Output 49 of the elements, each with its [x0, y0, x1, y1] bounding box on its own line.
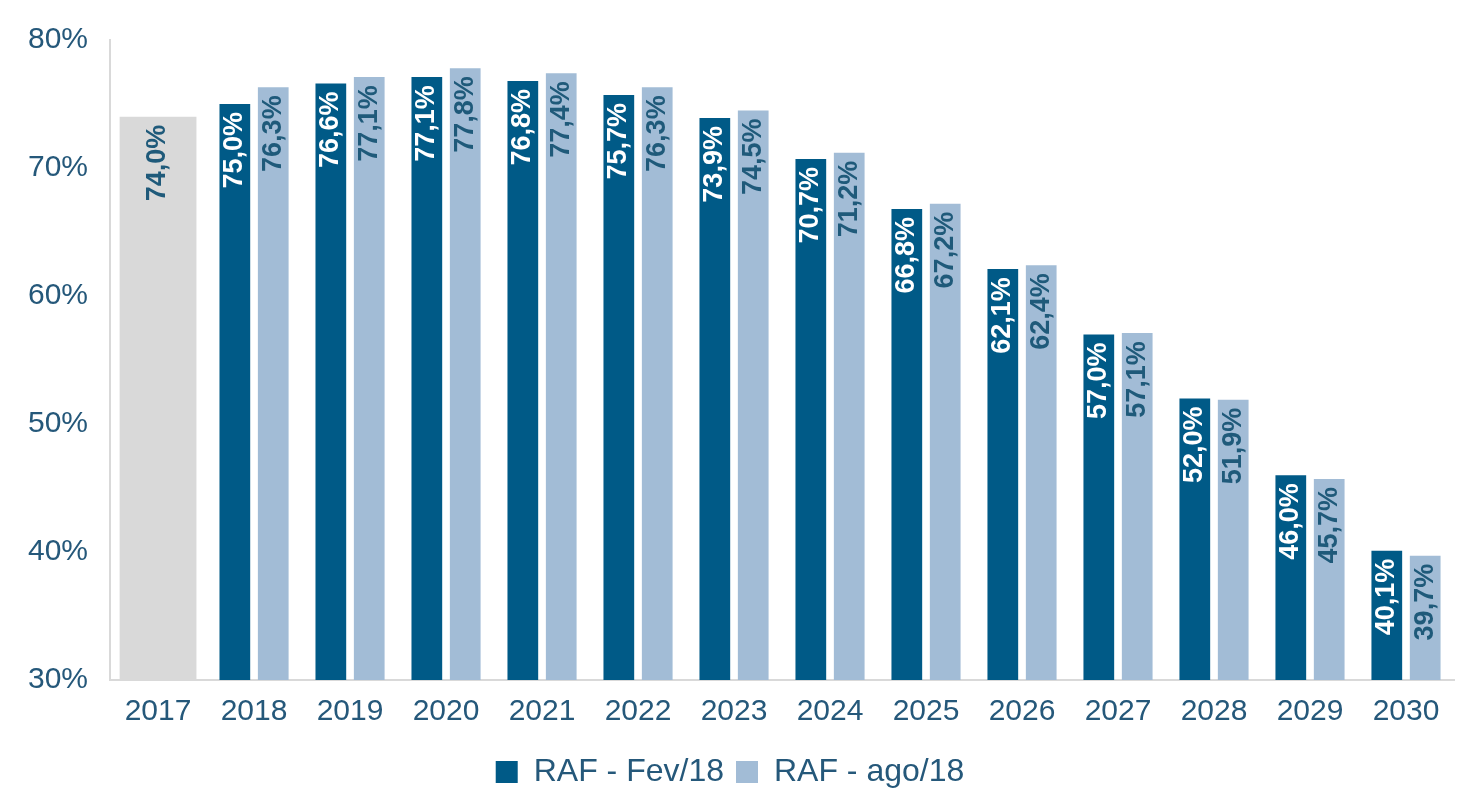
data-label: 57,1%	[1120, 341, 1151, 418]
data-label: 75,7%	[602, 103, 633, 180]
x-tick-label: 2018	[220, 693, 288, 727]
x-tick-label: 2026	[988, 693, 1056, 727]
data-label: 77,4%	[544, 81, 575, 158]
data-label: 75,0%	[218, 112, 249, 189]
data-label: 76,3%	[640, 95, 671, 172]
data-label: 40,1%	[1370, 558, 1401, 636]
data-label: 39,7%	[1408, 563, 1439, 641]
x-tick-label: 2030	[1372, 693, 1440, 727]
x-tick-label: 2019	[316, 693, 384, 727]
data-label: 74,0%	[141, 124, 172, 202]
x-tick-label: 2028	[1180, 693, 1248, 727]
data-label: 66,8%	[890, 216, 921, 294]
y-tick-label: 80%	[28, 21, 89, 55]
data-label: 77,8%	[448, 76, 479, 153]
y-tick-label: 30%	[28, 661, 89, 695]
data-label: 77,1%	[410, 85, 441, 162]
x-tick-label: 2024	[796, 693, 864, 727]
data-label: 67,2%	[928, 211, 959, 289]
x-tick-label: 2023	[700, 693, 768, 727]
data-label: 73,9%	[698, 126, 729, 203]
x-tick-label: 2025	[892, 693, 960, 727]
data-label: 76,3%	[256, 95, 287, 172]
y-tick-label: 70%	[28, 149, 89, 183]
legend-label: RAF - ago/18	[773, 751, 965, 788]
data-label: 45,7%	[1312, 487, 1343, 564]
data-label: 51,9%	[1216, 407, 1247, 485]
data-label: 77,1%	[352, 85, 383, 162]
x-tick-label: 2017	[124, 693, 192, 727]
x-tick-label: 2022	[604, 693, 672, 727]
x-tick-label: 2027	[1084, 693, 1152, 727]
legend-label: RAF - Fev/18	[533, 751, 724, 788]
data-label: 74,5%	[736, 118, 767, 195]
x-tick-label: 2021	[508, 693, 576, 727]
data-label: 76,8%	[506, 88, 537, 166]
y-tick-label: 50%	[28, 405, 89, 439]
data-label: 57,0%	[1082, 342, 1113, 419]
x-tick-label: 2029	[1276, 693, 1344, 727]
y-tick-label: 40%	[28, 533, 89, 567]
data-label: 46,0%	[1274, 483, 1305, 560]
data-label: 62,4%	[1024, 273, 1055, 350]
y-tick-label: 60%	[28, 277, 89, 311]
data-label: 70,7%	[794, 167, 825, 244]
data-label: 52,0%	[1178, 406, 1209, 483]
data-label: 62,1%	[986, 277, 1017, 354]
data-label: 76,6%	[314, 91, 345, 169]
data-label: 71,2%	[832, 160, 863, 238]
x-tick-label: 2020	[412, 693, 480, 727]
